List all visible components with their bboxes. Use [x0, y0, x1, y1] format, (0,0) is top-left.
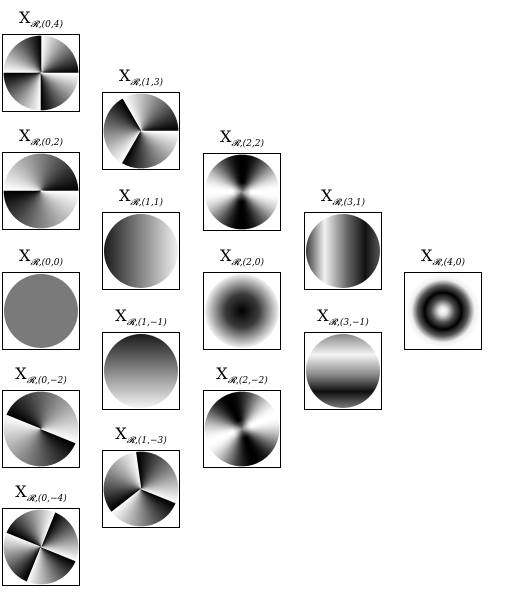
cell-label: X𝓡,(1,1)	[119, 186, 163, 208]
cell-label: X𝓡,(0,−2)	[15, 364, 67, 386]
pattern-svg	[306, 214, 380, 288]
pattern-svg	[406, 274, 480, 348]
pattern-overlay	[205, 155, 279, 229]
zernike-image	[102, 212, 180, 290]
pattern-wedge	[40, 190, 79, 193]
pattern-svg	[104, 334, 178, 408]
pattern-svg	[104, 214, 178, 288]
cell-label: X𝓡,(2,−2)	[216, 364, 268, 386]
cell-label: X𝓡,(4,0)	[421, 246, 465, 268]
cell-label: X𝓡,(1,−3)	[115, 424, 167, 446]
zernike-image	[203, 153, 281, 231]
pattern-overlay	[205, 392, 279, 466]
pattern-wedge	[140, 488, 179, 491]
zernike-image	[102, 92, 180, 170]
pattern-svg	[205, 274, 279, 348]
zernike-image	[102, 450, 180, 528]
zernike-image	[304, 212, 382, 290]
pattern-svg	[3, 153, 79, 229]
zernike-image	[2, 272, 80, 350]
pattern-disk	[205, 274, 279, 348]
zernike-image	[2, 152, 80, 230]
pattern-svg	[4, 274, 78, 348]
pattern-svg	[204, 154, 280, 230]
cell-label: X𝓡,(3,−1)	[317, 306, 369, 328]
cell-label: X𝓡,(2,0)	[220, 246, 264, 268]
pattern-svg	[103, 93, 179, 169]
pattern-disk	[104, 334, 178, 408]
pattern-wedge	[40, 546, 79, 549]
pattern-svg	[3, 391, 79, 467]
zernike-image	[2, 390, 80, 468]
zernike-image	[2, 508, 80, 586]
pattern-svg	[204, 391, 280, 467]
cell-label: X𝓡,(2,2)	[220, 127, 264, 149]
zernike-image	[304, 332, 382, 410]
pattern-wedge	[40, 428, 79, 431]
zernike-image	[404, 272, 482, 350]
pattern-wedge	[40, 72, 79, 75]
pattern-disk	[104, 214, 178, 288]
cell-label: X𝓡,(1,3)	[119, 66, 163, 88]
zernike-image	[2, 34, 80, 112]
cell-label: X𝓡,(0,4)	[19, 8, 63, 30]
pattern-svg	[3, 509, 79, 585]
pattern-svg	[3, 35, 79, 111]
cell-label: X𝓡,(1,−1)	[115, 306, 167, 328]
pattern-wedge	[140, 130, 179, 133]
zernike-image	[203, 390, 281, 468]
pattern-disk	[4, 274, 78, 348]
cell-label: X𝓡,(3,1)	[321, 186, 365, 208]
pattern-disk	[406, 274, 480, 348]
cell-label: X𝓡,(0,2)	[19, 126, 63, 148]
pattern-disk	[306, 334, 380, 408]
cell-label: X𝓡,(0,−4)	[15, 482, 67, 504]
zernike-image	[102, 332, 180, 410]
pattern-disk	[306, 214, 380, 288]
pattern-svg	[103, 451, 179, 527]
pattern-svg	[306, 334, 380, 408]
cell-label: X𝓡,(0,0)	[19, 246, 63, 268]
zernike-image	[203, 272, 281, 350]
